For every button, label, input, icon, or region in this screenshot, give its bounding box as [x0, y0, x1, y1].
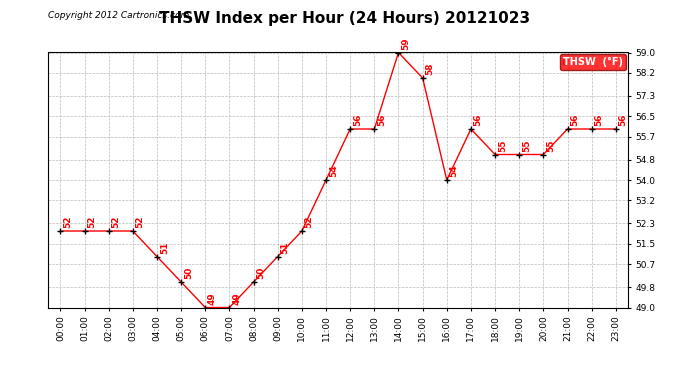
Text: 59: 59 — [402, 37, 411, 50]
Text: 50: 50 — [257, 267, 266, 279]
Text: 50: 50 — [184, 267, 193, 279]
Text: 49: 49 — [208, 292, 217, 305]
Text: 56: 56 — [571, 114, 580, 126]
Text: 52: 52 — [63, 216, 72, 228]
Text: 49: 49 — [233, 292, 241, 305]
Text: 56: 56 — [353, 114, 362, 126]
Text: Copyright 2012 Cartronics.com: Copyright 2012 Cartronics.com — [48, 11, 190, 20]
Text: 54: 54 — [450, 165, 459, 177]
Text: 58: 58 — [426, 63, 435, 75]
Text: 52: 52 — [136, 216, 145, 228]
Text: 56: 56 — [474, 114, 483, 126]
Text: 56: 56 — [619, 114, 628, 126]
Text: 51: 51 — [281, 241, 290, 254]
Text: 54: 54 — [329, 165, 338, 177]
Text: 55: 55 — [522, 139, 531, 152]
Text: 55: 55 — [546, 139, 555, 152]
Text: 56: 56 — [377, 114, 386, 126]
Text: 52: 52 — [88, 216, 97, 228]
Text: 51: 51 — [160, 241, 169, 254]
Text: 55: 55 — [498, 139, 507, 152]
Text: THSW Index per Hour (24 Hours) 20121023: THSW Index per Hour (24 Hours) 20121023 — [159, 11, 531, 26]
Legend: THSW  (°F): THSW (°F) — [560, 54, 626, 70]
Text: 52: 52 — [112, 216, 121, 228]
Text: 52: 52 — [305, 216, 314, 228]
Text: 56: 56 — [595, 114, 604, 126]
